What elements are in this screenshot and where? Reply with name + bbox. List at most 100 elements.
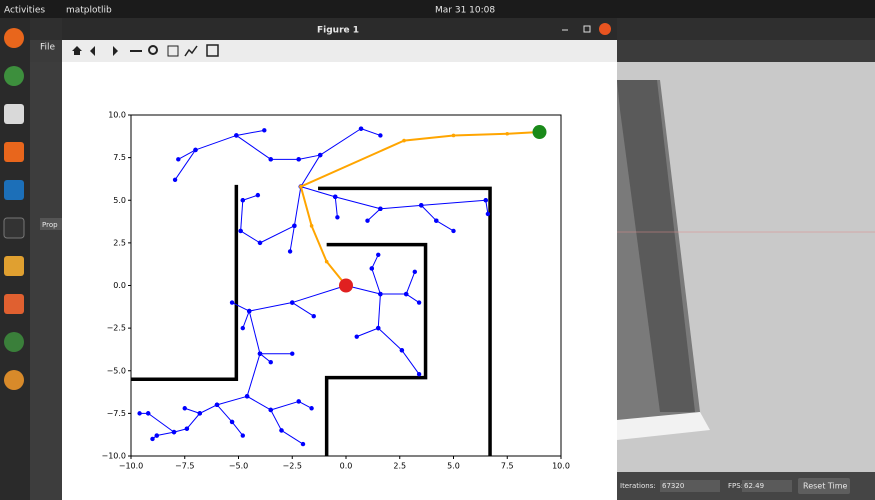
gazebo-menu[interactable]: File (40, 43, 56, 53)
wall (131, 184, 239, 382)
subplots-button[interactable] (167, 45, 179, 57)
tree-node (290, 300, 295, 305)
maximize-button[interactable] (583, 25, 591, 33)
reset-label[interactable]: Reset Time (803, 482, 848, 491)
path-node (299, 184, 303, 189)
tree-edge (377, 327, 403, 351)
tree-edge (436, 220, 454, 232)
figure-title: Figure 1 (317, 26, 359, 36)
y-tick-label: −10.0 (101, 452, 126, 461)
goal (532, 125, 547, 140)
y-tick-label: −7.5 (107, 409, 126, 418)
tree-node (412, 269, 417, 275)
scene-wall (617, 80, 695, 412)
panel-tab (40, 218, 62, 230)
x-tick-label: −5.0 (229, 462, 248, 471)
tree-node (376, 252, 381, 258)
tree-node (419, 203, 424, 208)
tree-node (485, 211, 491, 217)
dock-icon[interactable] (4, 294, 24, 314)
tree-node (451, 228, 456, 234)
dock-icon[interactable] (4, 28, 24, 48)
y-tick-label: 5.0 (113, 196, 126, 205)
tree-node (172, 177, 178, 182)
tree-node (311, 313, 316, 319)
tree-node (214, 402, 220, 408)
tree-edge (178, 149, 196, 160)
tree-node (296, 399, 301, 404)
tree-edge (236, 129, 265, 136)
activities[interactable]: Activities (4, 6, 45, 16)
tree-node (240, 433, 245, 438)
axes-button[interactable] (184, 45, 198, 57)
tree-node (376, 325, 381, 331)
dock-icon[interactable] (4, 66, 24, 86)
zoom-button[interactable] (148, 45, 158, 55)
tree-node (268, 360, 273, 365)
tree-edge (216, 404, 233, 423)
tree-edge (377, 293, 381, 329)
tree-node (416, 371, 422, 377)
clock[interactable]: Mar 31 10:08 (435, 6, 495, 16)
dock-icon[interactable] (3, 217, 25, 239)
tree-edge (405, 293, 420, 303)
tree-node (290, 351, 295, 356)
dock-icon[interactable] (4, 104, 24, 124)
tree-edge (147, 412, 175, 433)
wall (324, 242, 428, 456)
dock-icon[interactable] (4, 370, 24, 390)
tree-edge (367, 208, 381, 222)
dock-icon[interactable] (4, 256, 24, 276)
tree-edge (298, 154, 321, 160)
dock-icon[interactable] (4, 142, 24, 162)
reset-button[interactable] (798, 478, 850, 494)
dock-icon[interactable] (4, 332, 24, 352)
tree-node (262, 128, 267, 133)
x-tick-label: 7.5 (501, 462, 514, 471)
top-bar (0, 0, 875, 18)
tree-edge (360, 128, 381, 136)
tree-node (365, 218, 370, 223)
start (339, 278, 353, 293)
tree-edge (240, 200, 244, 231)
tree-edge (173, 428, 188, 433)
tree-edge (259, 353, 272, 363)
tree-edge (380, 204, 422, 210)
tree-edge (319, 128, 362, 156)
tree-node (378, 133, 383, 138)
figure-toolbar (62, 40, 617, 62)
tree-edge (371, 254, 379, 269)
tree-edge (291, 302, 315, 317)
tree-edge (300, 186, 336, 198)
tree-edge (421, 199, 486, 206)
tree-edge (485, 200, 489, 214)
dock-icon[interactable] (4, 180, 24, 200)
app-menu[interactable]: matplotlib (66, 6, 112, 16)
tree-node (146, 411, 151, 416)
figure-title-bar (62, 18, 617, 40)
tree-node (404, 291, 409, 297)
home-button[interactable] (72, 46, 82, 55)
tree-edge (246, 395, 271, 411)
field (742, 480, 792, 492)
x-tick-label: −7.5 (175, 462, 194, 471)
tree-node (268, 157, 273, 162)
back-button[interactable] (90, 46, 95, 56)
scene-wall (617, 412, 710, 440)
tree-edge (405, 271, 416, 295)
tree-edge (246, 353, 261, 397)
tree-edge (298, 400, 312, 409)
close-button[interactable] (599, 23, 611, 35)
tree-node (240, 325, 245, 331)
tree-node (378, 206, 383, 211)
y-tick-label: 0.0 (113, 281, 126, 290)
pan-button[interactable] (130, 50, 142, 52)
forward-button[interactable] (113, 46, 118, 56)
wall (318, 186, 492, 456)
panel-tab-label[interactable]: Prop (42, 221, 58, 229)
tree-edge (270, 409, 282, 431)
tree-node (287, 249, 293, 254)
y-tick-label: 2.5 (113, 238, 126, 247)
save-button[interactable] (206, 44, 219, 57)
